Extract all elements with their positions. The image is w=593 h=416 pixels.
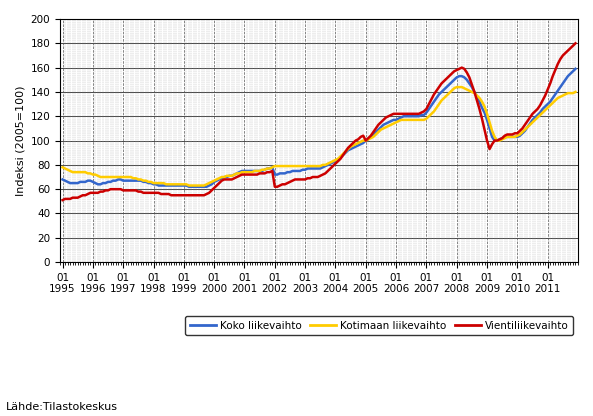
- Vientiliikevaihto: [196, 193, 203, 198]
- Koko liikevaihto: [186, 184, 193, 189]
- Vientiliikevaihto: [438, 81, 445, 86]
- Koko liikevaihto: [441, 87, 448, 92]
- Kotimaan liikevaihto: [329, 159, 336, 164]
- Line: Koko liikevaihto: Koko liikevaihto: [62, 69, 575, 187]
- Koko liikevaihto: [59, 177, 66, 182]
- Koko liikevaihto: [319, 165, 326, 170]
- Vientiliikevaihto: [145, 191, 152, 196]
- Y-axis label: Indeksi (2005=100): Indeksi (2005=100): [15, 85, 25, 196]
- Vientiliikevaihto: [327, 166, 334, 171]
- Vientiliikevaihto: [317, 173, 324, 178]
- Line: Vientiliikevaihto: Vientiliikevaihto: [62, 43, 575, 200]
- Koko liikevaihto: [572, 66, 579, 71]
- Koko liikevaihto: [198, 184, 205, 189]
- Vientiliikevaihto: [59, 198, 66, 203]
- Koko liikevaihto: [145, 181, 152, 186]
- Line: Kotimaan liikevaihto: Kotimaan liikevaihto: [62, 87, 575, 186]
- Vientiliikevaihto: [572, 41, 579, 46]
- Kotimaan liikevaihto: [319, 162, 326, 167]
- Vientiliikevaihto: [114, 187, 122, 192]
- Kotimaan liikevaihto: [114, 175, 122, 180]
- Kotimaan liikevaihto: [441, 96, 448, 101]
- Kotimaan liikevaihto: [145, 179, 152, 184]
- Kotimaan liikevaihto: [59, 165, 66, 170]
- Koko liikevaihto: [114, 177, 122, 182]
- Koko liikevaihto: [329, 160, 336, 165]
- Kotimaan liikevaihto: [572, 89, 579, 94]
- Legend: Koko liikevaihto, Kotimaan liikevaihto, Vientiliikevaihto: Koko liikevaihto, Kotimaan liikevaihto, …: [186, 316, 573, 335]
- Text: Lähde:Tilastokeskus: Lähde:Tilastokeskus: [6, 402, 118, 412]
- Kotimaan liikevaihto: [186, 183, 193, 188]
- Kotimaan liikevaihto: [453, 84, 460, 89]
- Kotimaan liikevaihto: [198, 183, 205, 188]
